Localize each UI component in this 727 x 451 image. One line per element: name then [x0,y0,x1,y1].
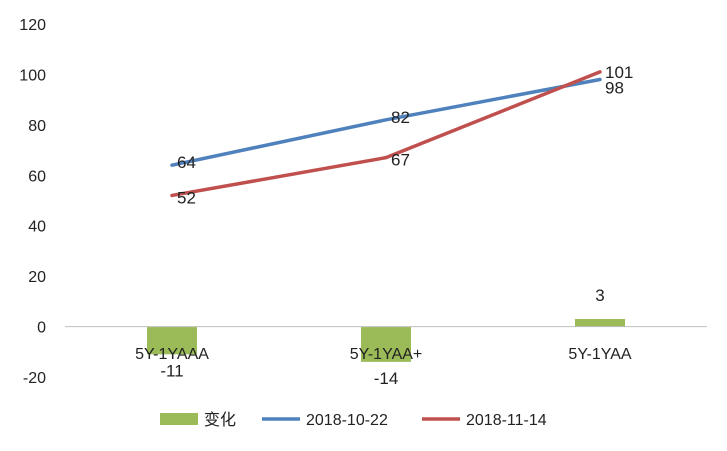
legend-label: 2018-11-14 [466,412,547,429]
y-tick-label: 20 [28,269,46,286]
data-label: 52 [177,188,196,207]
legend-swatch [160,413,198,425]
category-label: 5Y-1YAA+ [350,346,423,363]
legend-label: 变化 [204,411,236,429]
category-label: 5Y-1YAAA [135,346,209,363]
data-label: 67 [391,151,410,170]
line-series [170,70,602,198]
series-line [170,77,602,167]
data-label: 98 [605,78,624,97]
bar [361,326,411,362]
data-label: 82 [391,108,410,127]
bar-series [147,319,625,362]
data-label: 64 [177,153,196,172]
y-tick-label: 120 [19,17,46,34]
series-line [170,70,602,198]
legend: 变化 2018-10-22 2018-11-14 [160,411,547,429]
data-label: -11 [160,361,183,380]
category-label: 5Y-1YAA [568,346,631,363]
data-labels: -11 -14 3 64 82 98 52 67 101 [160,63,633,388]
data-label: -14 [374,369,399,388]
y-tick-label: 0 [37,320,46,337]
y-tick-label: -20 [23,370,46,387]
bar [147,326,197,355]
y-tick-label: 100 [19,67,46,84]
y-tick-label: 80 [28,118,46,135]
data-label: 101 [605,63,633,82]
data-label: 3 [595,286,604,305]
y-axis: -20 0 20 40 60 80 100 120 [19,17,46,387]
y-tick-label: 60 [28,168,46,185]
category-labels: 5Y-1YAAA 5Y-1YAA+ 5Y-1YAA [135,346,632,363]
legend-label: 2018-10-22 [306,412,388,429]
bar [575,319,625,327]
y-tick-label: 40 [28,219,46,236]
